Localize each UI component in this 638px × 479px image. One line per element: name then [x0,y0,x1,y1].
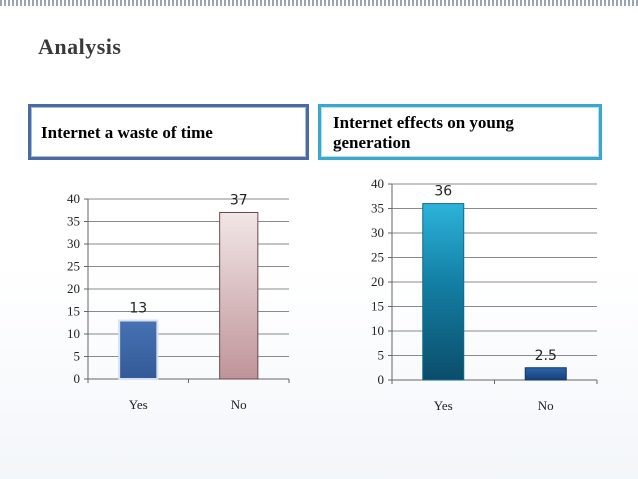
y-tick-label-40: 40 [371,176,384,191]
bar-no [219,212,259,380]
y-tick-label-10: 10 [67,326,80,341]
y-tick-label-10: 10 [371,323,384,338]
top-decorative-border [0,0,638,6]
data-label-yes: 13 [129,301,147,317]
chart2-effects-on-young: 0 5 10 15 20 25 30 35 40 36 Yes 2.5 No [371,176,598,413]
chart2-heading: Internet effects on young generation [333,113,514,152]
y-tick-label-30: 30 [67,236,80,251]
y-tick-label-5: 5 [378,348,385,363]
y-tick-label-35: 35 [371,201,384,216]
y-tick-label-35: 35 [67,214,80,229]
y-tick-label-5: 5 [74,349,81,364]
slide-title: Analysis [38,34,122,59]
y-tick-label-15: 15 [67,304,80,319]
y-tick-label-25: 25 [371,250,384,265]
data-label-no: 2.5 [535,348,557,364]
y-tick-label-0: 0 [74,371,81,386]
chart2-heading-box: Internet effects on young generation [318,104,602,160]
bar-yes [118,319,159,380]
y-tick-label-20: 20 [371,274,384,289]
y-tick-label-15: 15 [371,299,384,314]
chart1-heading-box: Internet a waste of time [28,104,309,160]
y-tick-label-20: 20 [67,281,80,296]
data-label-yes: 36 [434,184,452,200]
chart1-waste-of-time: 0 5 10 15 20 25 30 35 40 13 Yes 37 No [67,191,290,412]
y-tick-label-25: 25 [67,259,80,274]
y-tick-label-40: 40 [67,191,80,206]
bar-no [524,367,567,381]
category-label-no: No [231,397,247,412]
y-tick-label-0: 0 [378,372,385,387]
y-tick-label-30: 30 [371,225,384,240]
category-label-no: No [538,398,554,413]
category-label-yes: Yes [129,397,148,412]
chart1-heading: Internet a waste of time [41,123,213,142]
bar-yes [422,203,465,381]
data-label-no: 37 [230,193,248,209]
category-label-yes: Yes [434,398,453,413]
